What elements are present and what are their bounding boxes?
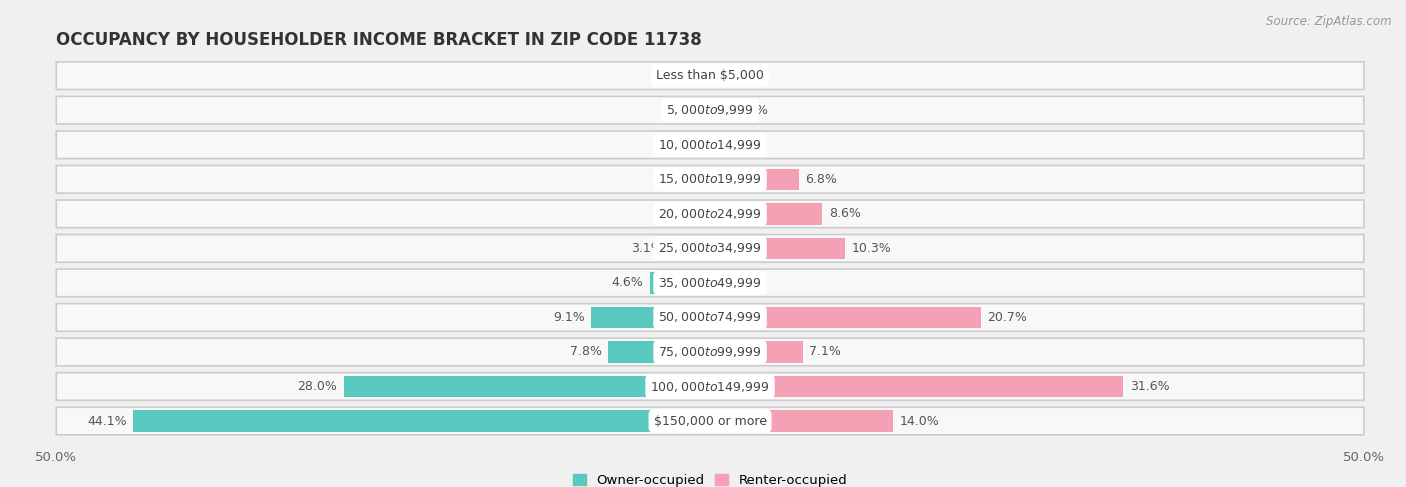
Text: Less than $5,000: Less than $5,000 xyxy=(657,69,763,82)
Text: $50,000 to $74,999: $50,000 to $74,999 xyxy=(658,310,762,324)
Text: 0.0%: 0.0% xyxy=(717,277,748,289)
Bar xyxy=(699,203,710,225)
Bar xyxy=(134,411,710,432)
Text: 44.1%: 44.1% xyxy=(87,414,127,428)
Text: $10,000 to $14,999: $10,000 to $14,999 xyxy=(658,138,762,152)
Text: $150,000 or more: $150,000 or more xyxy=(654,414,766,428)
Text: OCCUPANCY BY HOUSEHOLDER INCOME BRACKET IN ZIP CODE 11738: OCCUPANCY BY HOUSEHOLDER INCOME BRACKET … xyxy=(56,31,702,49)
Text: 1.3%: 1.3% xyxy=(655,173,686,186)
Legend: Owner-occupied, Renter-occupied: Owner-occupied, Renter-occupied xyxy=(567,469,853,487)
Text: 6.8%: 6.8% xyxy=(806,173,838,186)
Text: 4.6%: 4.6% xyxy=(612,277,644,289)
Text: 0.26%: 0.26% xyxy=(661,138,700,151)
Text: 3.1%: 3.1% xyxy=(631,242,664,255)
Bar xyxy=(344,376,710,397)
FancyBboxPatch shape xyxy=(56,96,1364,124)
Text: $20,000 to $24,999: $20,000 to $24,999 xyxy=(658,207,762,221)
Text: 0.0%: 0.0% xyxy=(717,138,748,151)
Text: 0.71%: 0.71% xyxy=(654,69,695,82)
Text: 14.0%: 14.0% xyxy=(900,414,939,428)
FancyBboxPatch shape xyxy=(56,269,1364,297)
Bar xyxy=(650,272,710,294)
Text: 8.6%: 8.6% xyxy=(830,207,860,220)
Text: 20.7%: 20.7% xyxy=(987,311,1028,324)
Text: 7.1%: 7.1% xyxy=(810,345,841,358)
Text: 0.88%: 0.88% xyxy=(728,104,768,117)
FancyBboxPatch shape xyxy=(56,235,1364,262)
Text: $35,000 to $49,999: $35,000 to $49,999 xyxy=(658,276,762,290)
Bar xyxy=(591,307,710,328)
Text: 9.1%: 9.1% xyxy=(553,311,585,324)
Bar xyxy=(707,134,710,155)
Bar xyxy=(710,169,799,190)
FancyBboxPatch shape xyxy=(56,373,1364,400)
Text: $75,000 to $99,999: $75,000 to $99,999 xyxy=(658,345,762,359)
FancyBboxPatch shape xyxy=(56,131,1364,159)
FancyBboxPatch shape xyxy=(56,166,1364,193)
Text: 28.0%: 28.0% xyxy=(298,380,337,393)
Bar xyxy=(710,203,823,225)
Bar xyxy=(710,99,721,121)
Bar xyxy=(710,376,1123,397)
Bar xyxy=(710,341,803,363)
Bar xyxy=(710,411,893,432)
FancyBboxPatch shape xyxy=(56,303,1364,331)
FancyBboxPatch shape xyxy=(56,200,1364,227)
FancyBboxPatch shape xyxy=(56,407,1364,435)
Text: Source: ZipAtlas.com: Source: ZipAtlas.com xyxy=(1267,15,1392,28)
FancyBboxPatch shape xyxy=(56,338,1364,366)
Text: 0.0%: 0.0% xyxy=(717,69,748,82)
Text: 7.8%: 7.8% xyxy=(569,345,602,358)
Bar xyxy=(710,307,981,328)
Bar xyxy=(693,169,710,190)
Bar xyxy=(669,238,710,259)
Text: 10.3%: 10.3% xyxy=(851,242,891,255)
Bar xyxy=(710,238,845,259)
Text: 0.82%: 0.82% xyxy=(652,207,693,220)
Text: $25,000 to $34,999: $25,000 to $34,999 xyxy=(658,242,762,255)
FancyBboxPatch shape xyxy=(56,62,1364,90)
Text: $15,000 to $19,999: $15,000 to $19,999 xyxy=(658,172,762,187)
Text: 31.6%: 31.6% xyxy=(1130,380,1170,393)
Bar xyxy=(607,341,710,363)
Text: $5,000 to $9,999: $5,000 to $9,999 xyxy=(666,103,754,117)
Text: 0.26%: 0.26% xyxy=(661,104,700,117)
Bar xyxy=(700,65,710,86)
Text: $100,000 to $149,999: $100,000 to $149,999 xyxy=(651,379,769,393)
Bar xyxy=(707,99,710,121)
